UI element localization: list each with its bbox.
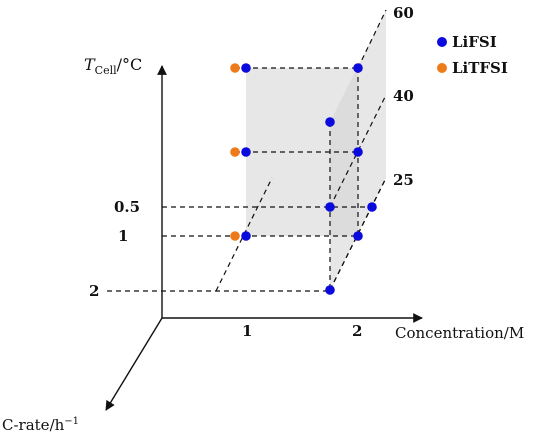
temperature-axis-label: TCell/°C bbox=[84, 55, 142, 77]
legend-lifsi-label: LiFSI bbox=[452, 33, 497, 51]
point-litfsi-1M-25C bbox=[230, 231, 240, 241]
point-lifsi-2M-60C bbox=[353, 63, 363, 73]
point-lifsi-2M-25C bbox=[353, 231, 363, 241]
guide-top-diagonal bbox=[357, 9, 387, 69]
point-litfsi-1M-40C bbox=[230, 147, 240, 157]
guide-low-diagonal bbox=[329, 177, 387, 291]
c-rate-tick-0.5: 0.5 bbox=[114, 198, 140, 216]
c-rate-tick-2: 2 bbox=[89, 282, 99, 300]
legend: LiFSI LiTFSI bbox=[437, 33, 508, 77]
shaded-planes bbox=[246, 10, 386, 290]
c-rate-tick-1: 1 bbox=[118, 227, 128, 245]
concentration-tick-1: 1 bbox=[242, 322, 252, 340]
axes bbox=[105, 65, 423, 411]
point-lifsi-1M-40C bbox=[241, 147, 251, 157]
concentration-tick-2: 2 bbox=[352, 322, 362, 340]
point-lifsi-2M-40C-rate2 bbox=[325, 117, 335, 127]
point-lifsi-2M-25C-rate2 bbox=[325, 285, 335, 295]
legend-litfsi-marker bbox=[437, 63, 447, 73]
point-lifsi-2M-25C-rate05-back bbox=[367, 202, 377, 212]
c-rate-axis bbox=[105, 317, 163, 411]
data-points bbox=[230, 63, 377, 295]
point-lifsi-2M-40C bbox=[353, 147, 363, 157]
guide-mid-diagonal bbox=[329, 94, 387, 208]
temperature-tick-40: 40 bbox=[393, 87, 414, 105]
point-lifsi-1M-60C bbox=[241, 63, 251, 73]
c-rate-axis-label: C-rate/h−1 bbox=[2, 416, 79, 434]
guide-lines bbox=[107, 9, 387, 292]
legend-lifsi-marker bbox=[437, 37, 447, 47]
point-lifsi-1M-25C bbox=[241, 231, 251, 241]
point-litfsi-1M-60C bbox=[230, 63, 240, 73]
legend-litfsi-label: LiTFSI bbox=[452, 59, 508, 77]
temperature-tick-60: 60 bbox=[393, 4, 414, 22]
point-lifsi-2M-25C-rate05 bbox=[325, 202, 335, 212]
concentration-axis-label: Concentration/M bbox=[395, 324, 524, 342]
temperature-tick-25: 25 bbox=[393, 171, 414, 189]
